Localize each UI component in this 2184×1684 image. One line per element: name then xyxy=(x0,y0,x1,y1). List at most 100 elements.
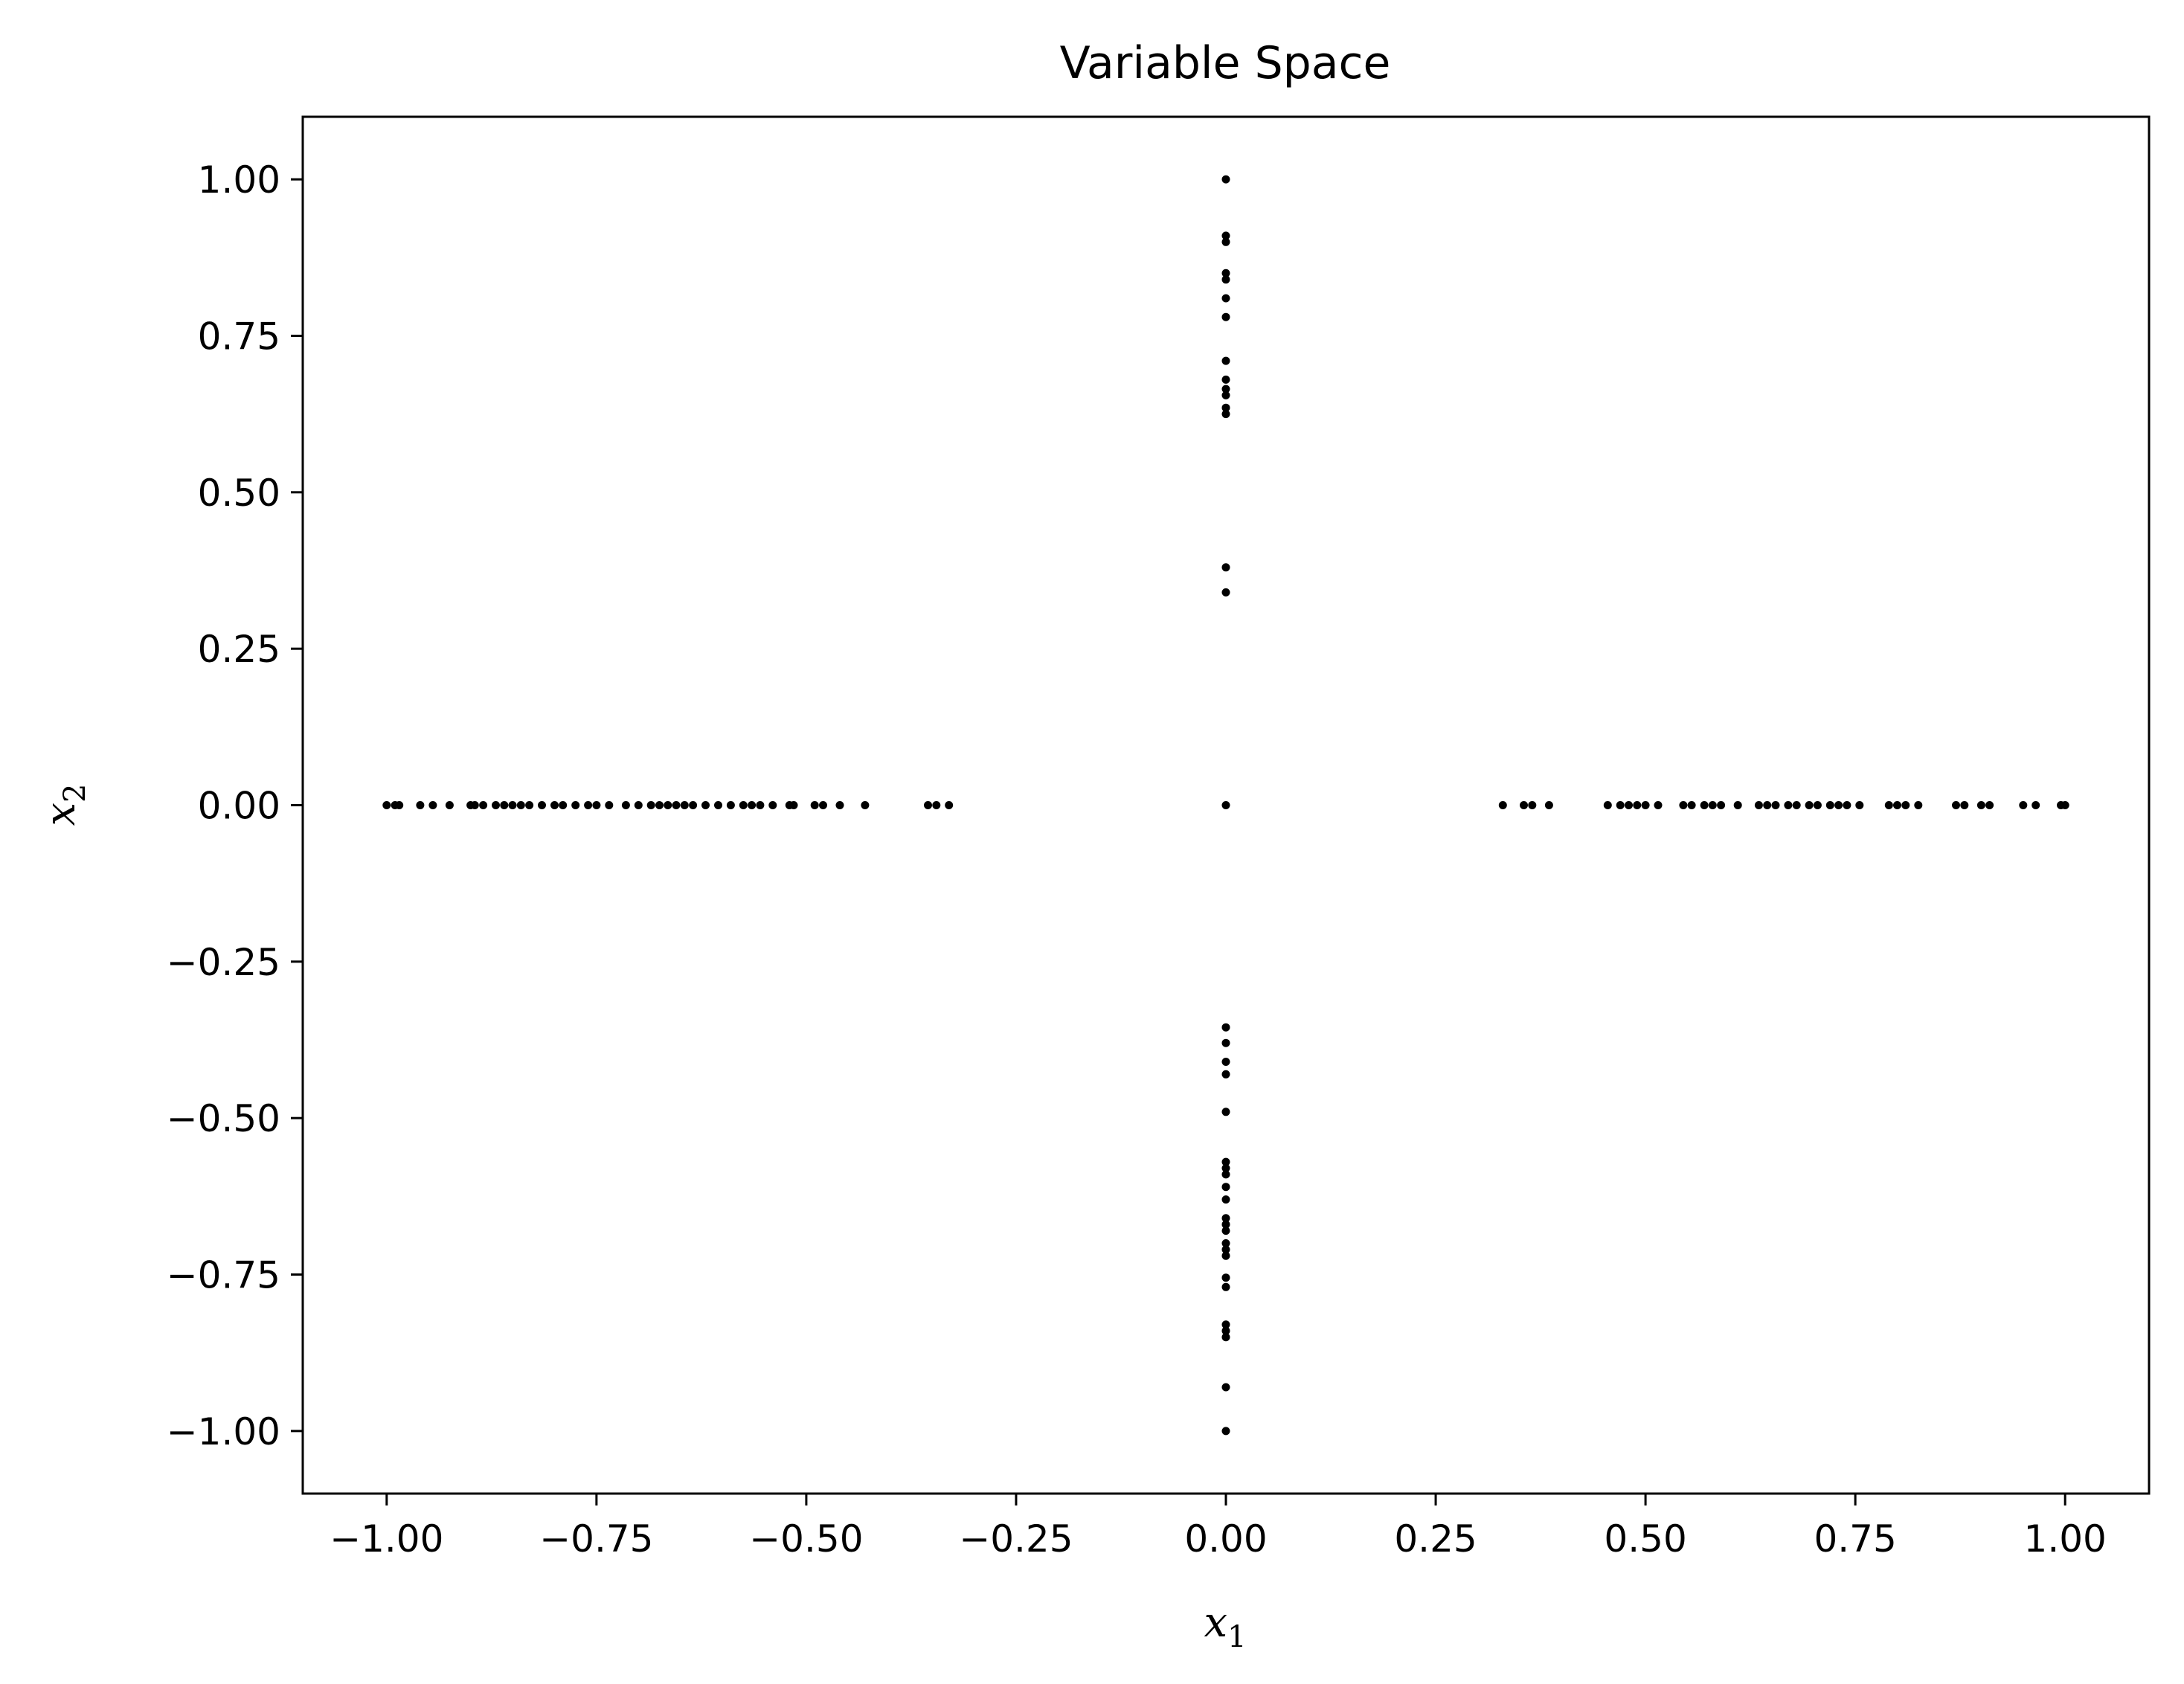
y-tick-label: 0.50 xyxy=(198,472,280,515)
data-point xyxy=(1813,801,1822,809)
data-point xyxy=(445,801,454,809)
data-point xyxy=(550,801,559,809)
y-tick-label: 0.00 xyxy=(198,785,280,828)
data-point xyxy=(1221,175,1230,184)
x-tick-label: 0.75 xyxy=(1814,1517,1896,1561)
data-point xyxy=(492,801,500,809)
data-point xyxy=(1221,1245,1230,1254)
data-point xyxy=(525,801,534,809)
y-tick-label: 1.00 xyxy=(198,158,280,202)
chart-title: Variable Space xyxy=(1060,37,1391,89)
data-point xyxy=(756,801,765,809)
data-point xyxy=(1528,801,1537,809)
data-point xyxy=(1633,801,1642,809)
data-point xyxy=(1221,410,1230,419)
data-point xyxy=(1221,1164,1230,1172)
data-point xyxy=(1708,801,1717,809)
data-point xyxy=(1221,237,1230,246)
data-point xyxy=(1221,391,1230,399)
data-point xyxy=(1641,801,1650,809)
data-point xyxy=(592,801,601,809)
data-point xyxy=(1498,801,1507,809)
data-point xyxy=(1834,801,1843,809)
data-point xyxy=(395,801,404,809)
data-point xyxy=(508,801,517,809)
data-point xyxy=(1221,1320,1230,1329)
data-point xyxy=(1221,231,1230,240)
data-point xyxy=(1221,1383,1230,1392)
data-point xyxy=(479,801,488,809)
y-tick-label: −0.75 xyxy=(167,1254,280,1297)
data-point xyxy=(1221,1170,1230,1179)
data-point xyxy=(1221,1251,1230,1260)
data-point xyxy=(1221,275,1230,284)
data-point xyxy=(1914,801,1923,809)
data-points xyxy=(382,175,2069,1436)
data-point xyxy=(1221,1023,1230,1032)
x-tick-label: −0.50 xyxy=(749,1517,863,1561)
data-point xyxy=(689,801,698,809)
x-tick-label: 0.50 xyxy=(1604,1517,1686,1561)
data-point xyxy=(1221,1273,1230,1282)
data-point xyxy=(1221,1157,1230,1166)
data-point xyxy=(1825,801,1834,809)
x-tick-label: −1.00 xyxy=(330,1517,443,1561)
data-point xyxy=(664,801,672,809)
data-point xyxy=(1855,801,1864,809)
data-point xyxy=(1221,403,1230,412)
data-point xyxy=(2019,801,2028,809)
data-point xyxy=(1221,1282,1230,1291)
data-point xyxy=(1221,312,1230,321)
data-point xyxy=(1221,1333,1230,1342)
data-point xyxy=(672,801,681,809)
data-point xyxy=(1221,375,1230,384)
data-point xyxy=(1544,801,1553,809)
data-point xyxy=(1221,356,1230,365)
data-point xyxy=(428,801,437,809)
data-point xyxy=(1700,801,1709,809)
data-point xyxy=(768,801,777,809)
data-point xyxy=(1976,801,1985,809)
data-point xyxy=(2061,801,2069,809)
x-tick-label: 0.25 xyxy=(1394,1517,1477,1561)
y-tick-label: −0.25 xyxy=(167,941,280,984)
data-point xyxy=(819,801,827,809)
data-point xyxy=(1679,801,1688,809)
data-point xyxy=(1792,801,1801,809)
x-tick-label: −0.75 xyxy=(539,1517,653,1561)
data-point xyxy=(470,801,479,809)
data-point xyxy=(1733,801,1742,809)
data-point xyxy=(538,801,546,809)
data-point xyxy=(1654,801,1663,809)
x-tick-label: 1.00 xyxy=(2024,1517,2107,1561)
data-point xyxy=(1520,801,1528,809)
data-point xyxy=(1221,801,1230,809)
data-point xyxy=(646,801,655,809)
x-tick-label: 0.00 xyxy=(1184,1517,1267,1561)
data-point xyxy=(1221,1239,1230,1247)
data-point xyxy=(1960,801,1969,809)
x-tick-label: −0.25 xyxy=(959,1517,1073,1561)
data-point xyxy=(861,801,870,809)
data-point xyxy=(516,801,525,809)
data-point xyxy=(1771,801,1780,809)
data-point xyxy=(739,801,748,809)
data-point xyxy=(1784,801,1793,809)
x-axis-ticks: −1.00 −0.75 −0.50 −0.25 0.00 0.25 0.50 0.75 1.00 xyxy=(330,1494,2107,1561)
data-point xyxy=(1687,801,1696,809)
data-point xyxy=(571,801,580,809)
data-point xyxy=(1843,801,1851,809)
data-point xyxy=(924,801,932,809)
data-point xyxy=(382,801,391,809)
data-point xyxy=(932,801,941,809)
plot-area-frame xyxy=(301,115,2151,1495)
data-point xyxy=(1221,269,1230,277)
data-point xyxy=(680,801,689,809)
data-point xyxy=(714,801,722,809)
data-point xyxy=(1221,1070,1230,1079)
data-point xyxy=(655,801,664,809)
data-point xyxy=(584,801,593,809)
data-point xyxy=(1884,801,1893,809)
